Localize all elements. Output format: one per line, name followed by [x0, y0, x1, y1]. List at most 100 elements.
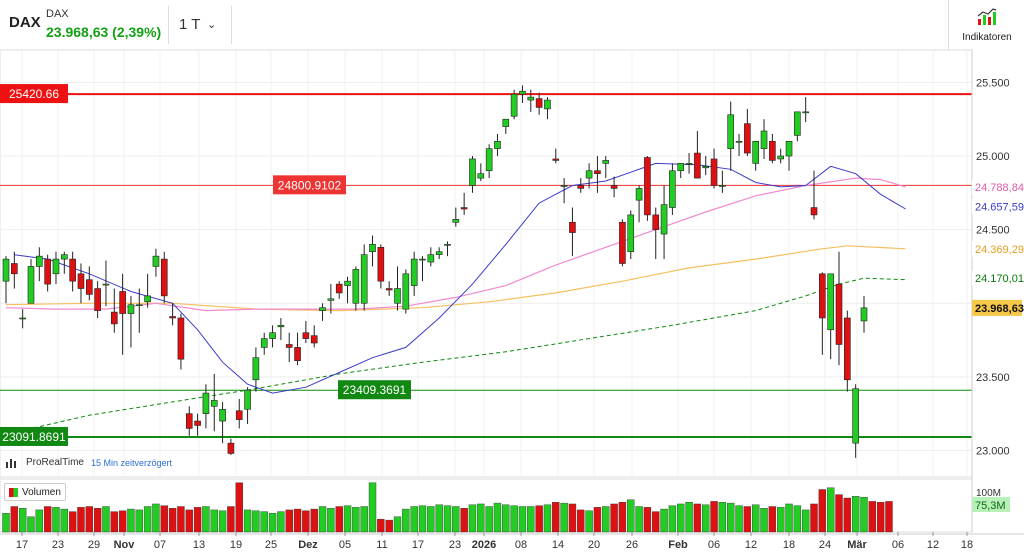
legend-sma-200[interactable]: SMA (200) [263, 55, 334, 73]
candle-body [102, 283, 110, 286]
volume-bar [285, 509, 293, 533]
candle-body [819, 273, 826, 319]
volume-bar [160, 505, 168, 533]
candle [127, 295, 135, 348]
candle [335, 281, 343, 299]
volume-panel-frame [0, 478, 973, 533]
candle [252, 347, 260, 392]
legend-sma-100-label: SMA (100) [206, 58, 255, 70]
y-tick-label: 25.500 [976, 77, 1010, 89]
volume-bar [310, 508, 318, 533]
candle-body [11, 263, 18, 275]
candle-body [419, 258, 426, 261]
volume-bar [810, 503, 818, 533]
candle [36, 247, 43, 282]
source-name: ProRealTime [26, 457, 84, 468]
candle-body [335, 283, 343, 294]
axis-bg [972, 50, 1024, 532]
candle-body [302, 332, 310, 339]
candle-body [86, 279, 93, 295]
volume-bar [568, 503, 577, 533]
candle-body [219, 408, 226, 422]
candle [285, 332, 293, 363]
y-tick-label: 23.500 [976, 372, 1010, 384]
candle [435, 247, 443, 260]
x-tick-label: 25 [265, 539, 277, 551]
volume-bar [202, 506, 210, 533]
volume-tag-box [972, 497, 1010, 512]
price-tag-box [972, 299, 1022, 316]
legend-kurs[interactable]: Kurs [4, 55, 48, 73]
volume-bar [826, 487, 835, 533]
candle [152, 248, 160, 277]
volume-bar [560, 502, 568, 533]
volume-bar [377, 519, 385, 533]
candle-body [144, 295, 151, 303]
candle [677, 163, 685, 179]
indicators-button[interactable]: Indikatoren [948, 0, 1024, 50]
volume-bar [652, 511, 660, 533]
candle-body [94, 288, 101, 311]
sma-100-line [5, 245, 906, 312]
candle-body [610, 185, 618, 189]
volume-bar [535, 505, 543, 533]
candle [135, 288, 143, 333]
x-tick-label: 19 [230, 539, 242, 551]
candle [202, 384, 210, 429]
candle-body [402, 273, 410, 310]
x-tick-label: 12 [927, 539, 939, 551]
candle [785, 140, 793, 171]
candle-body [52, 258, 60, 275]
candle [660, 185, 668, 260]
candle-body [510, 93, 518, 117]
sma-200-swatch [268, 59, 278, 69]
legend-sma-100[interactable]: SMA (100) [188, 55, 260, 73]
volume-bar [718, 502, 727, 533]
x-tick-label: Feb [668, 539, 688, 551]
candle-body [777, 155, 784, 160]
candle [369, 235, 376, 267]
legend-volume[interactable]: Volumen [4, 483, 66, 501]
candle [760, 119, 768, 159]
volume-bar [518, 506, 527, 533]
price-tag: 24.170,01 [975, 273, 1024, 285]
legend-sma-20[interactable]: SMA (20) [51, 55, 117, 73]
candle [819, 272, 826, 355]
candle-body [852, 388, 859, 444]
candle [319, 303, 326, 321]
price-axis: 23.000 23.500 24.000 24.500 25.000 25.500 24.7… [971, 50, 1024, 532]
candle-body [235, 410, 243, 420]
x-tick-label: 24 [819, 539, 831, 551]
candle [744, 108, 751, 157]
candle-body [685, 163, 693, 165]
price-tag: 24.657,59 [975, 201, 1024, 213]
y-tick-label: 25.000 [976, 151, 1010, 163]
volume-bar [735, 505, 743, 533]
candle-body [61, 254, 68, 260]
volume-bar [452, 506, 460, 533]
candle [527, 89, 535, 112]
sma-50-line [5, 177, 906, 312]
candle-body [760, 130, 768, 149]
candle [260, 332, 268, 355]
candle-body [594, 170, 601, 174]
candle [810, 170, 818, 220]
volume-bar [668, 505, 677, 533]
volume-bar [585, 510, 593, 533]
candle [344, 276, 351, 304]
volume-bar [693, 503, 702, 533]
volume-bar [793, 505, 802, 533]
candle [669, 163, 676, 215]
legend-sma-50[interactable]: SMA (50) [120, 55, 185, 73]
volume-bar [460, 508, 468, 533]
x-tick-label: 18 [961, 539, 973, 551]
candle-body [2, 258, 10, 282]
timeframe-selector[interactable]: 1 T ⌄ [168, 6, 232, 44]
candle [444, 241, 451, 257]
price-tag-box [972, 270, 1022, 287]
candle-body [552, 158, 560, 161]
volume-bar [443, 505, 452, 533]
volume-bars [2, 482, 893, 533]
candle-body [360, 254, 368, 304]
